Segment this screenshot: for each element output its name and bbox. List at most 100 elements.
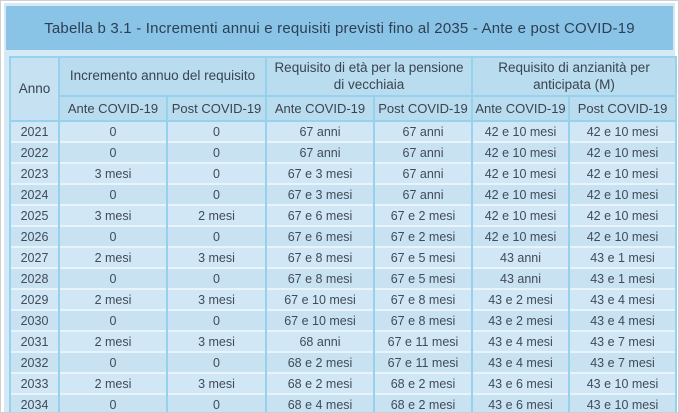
value-cell: 42 e 10 mesi xyxy=(471,204,571,226)
value-cell: 3 mesi xyxy=(58,204,168,226)
value-cell: 43 e 10 mesi xyxy=(568,372,678,394)
value-cell: 43 e 4 mesi xyxy=(471,351,571,373)
value-cell: 43 e 6 mesi xyxy=(471,393,571,412)
subheader-post-covid-3: Post COVID-19 xyxy=(568,96,678,122)
table-row: 2028 0 0 67 e 8 mesi 67 e 5 mesi 43 anni 43 e … xyxy=(9,267,678,289)
value-cell: 67 e 10 mesi xyxy=(265,309,375,331)
value-cell: 67 e 3 mesi xyxy=(265,162,375,184)
value-cell: 67 e 8 mesi xyxy=(372,288,474,310)
value-cell: 42 e 10 mesi xyxy=(471,141,571,163)
year-cell: 2021 xyxy=(9,120,60,142)
value-cell: 0 xyxy=(166,393,267,412)
value-cell: 43 e 7 mesi xyxy=(568,351,678,373)
year-cell: 2032 xyxy=(9,351,60,373)
year-cell: 2025 xyxy=(9,204,60,226)
value-cell: 67 e 10 mesi xyxy=(265,288,375,310)
year-cell: 2028 xyxy=(9,267,60,289)
year-cell: 2034 xyxy=(9,393,60,412)
value-cell: 3 mesi xyxy=(166,246,267,268)
value-cell: 0 xyxy=(58,225,168,247)
subheader-post-covid-1: Post COVID-19 xyxy=(166,96,267,122)
value-cell: 67 anni xyxy=(372,183,474,205)
value-cell: 0 xyxy=(166,267,267,289)
value-cell: 67 e 2 mesi xyxy=(372,204,474,226)
value-cell: 0 xyxy=(58,393,168,412)
value-cell: 67 e 8 mesi xyxy=(265,267,375,289)
sub-header-row: Ante COVID-19 Post COVID-19 Ante COVID-1… xyxy=(10,96,678,122)
value-cell: 67 e 5 mesi xyxy=(372,246,474,268)
subheader-ante-covid-3: Ante COVID-19 xyxy=(471,96,571,122)
value-cell: 3 mesi xyxy=(166,288,267,310)
value-cell: 43 e 4 mesi xyxy=(568,288,678,310)
value-cell: 2 mesi xyxy=(58,330,168,352)
year-cell: 2026 xyxy=(9,225,60,247)
value-cell: 67 e 5 mesi xyxy=(372,267,474,289)
value-cell: 3 mesi xyxy=(58,162,168,184)
value-cell: 67 anni xyxy=(372,120,474,142)
value-cell: 43 e 7 mesi xyxy=(568,330,678,352)
value-cell: 67 anni xyxy=(265,141,375,163)
value-cell: 42 e 10 mesi xyxy=(471,120,571,142)
value-cell: 67 anni xyxy=(372,141,474,163)
value-cell: 43 e 1 mesi xyxy=(568,267,678,289)
value-cell: 43 e 10 mesi xyxy=(568,393,678,412)
value-cell: 42 e 10 mesi xyxy=(471,225,571,247)
table-panel: Tabella b 3.1 - Incrementi annui e requi… xyxy=(4,3,678,412)
value-cell: 67 e 3 mesi xyxy=(265,183,375,205)
value-cell: 42 e 10 mesi xyxy=(568,204,678,226)
value-cell: 42 e 10 mesi xyxy=(568,183,678,205)
table-row: 2030 0 0 67 e 10 mesi 67 e 8 mesi 43 e 2 mesi… xyxy=(9,309,678,331)
value-cell: 67 e 8 mesi xyxy=(372,309,474,331)
table-row: 2029 2 mesi 3 mesi 67 e 10 mesi 67 e 8 mesi 4… xyxy=(9,288,678,310)
table-body: 2021 0 0 67 anni 67 anni 42 e 10 mesi 42 e 10 … xyxy=(9,120,678,412)
value-cell: 43 e 2 mesi xyxy=(471,288,571,310)
year-cell: 2031 xyxy=(9,330,60,352)
year-cell: 2033 xyxy=(9,372,60,394)
value-cell: 0 xyxy=(166,309,267,331)
value-cell: 42 e 10 mesi xyxy=(568,162,678,184)
table-row: 2024 0 0 67 e 3 mesi 67 anni 42 e 10 mesi 42 e… xyxy=(9,183,678,205)
group-header-incremento: Incremento annuo del requisito xyxy=(58,57,267,97)
value-cell: 67 anni xyxy=(372,162,474,184)
value-cell: 43 anni xyxy=(471,267,571,289)
table-row: 2033 2 mesi 3 mesi 68 e 2 mesi 68 e 2 mesi 43… xyxy=(9,372,678,394)
year-cell: 2024 xyxy=(9,183,60,205)
table-row: 2023 3 mesi 0 67 e 3 mesi 67 anni 42 e 10 mes… xyxy=(9,162,678,184)
value-cell: 42 e 10 mesi xyxy=(471,183,571,205)
value-cell: 67 e 11 mesi xyxy=(372,330,474,352)
value-cell: 67 e 11 mesi xyxy=(372,351,474,373)
subheader-post-covid-2: Post COVID-19 xyxy=(372,96,474,122)
group-header-eta-vecchiaia: Requisito di età per la pensione di vecc… xyxy=(264,57,474,97)
value-cell: 2 mesi xyxy=(58,246,168,268)
column-header-anno: Anno xyxy=(9,57,60,122)
value-cell: 43 e 4 mesi xyxy=(568,309,678,331)
value-cell: 3 mesi xyxy=(166,330,267,352)
value-cell: 0 xyxy=(166,183,267,205)
value-cell: 68 anni xyxy=(265,330,375,352)
value-cell: 2 mesi xyxy=(58,288,168,310)
value-cell: 68 e 2 mesi xyxy=(372,393,474,412)
value-cell: 0 xyxy=(166,120,267,142)
group-header-anzianita-anticipata: Requisito di anzianità per anticipata (M… xyxy=(471,57,678,97)
value-cell: 67 anni xyxy=(265,120,375,142)
value-cell: 67 e 2 mesi xyxy=(372,225,474,247)
value-cell: 0 xyxy=(58,183,168,205)
value-cell: 67 e 6 mesi xyxy=(265,204,375,226)
table-row: 2032 0 0 68 e 2 mesi 67 e 11 mesi 43 e 4 mesi… xyxy=(9,351,678,373)
year-cell: 2029 xyxy=(9,288,60,310)
value-cell: 68 e 2 mesi xyxy=(265,372,375,394)
value-cell: 2 mesi xyxy=(166,204,267,226)
value-cell: 0 xyxy=(58,141,168,163)
value-cell: 43 anni xyxy=(471,246,571,268)
value-cell: 42 e 10 mesi xyxy=(568,141,678,163)
value-cell: 0 xyxy=(58,351,168,373)
value-cell: 0 xyxy=(166,141,267,163)
value-cell: 67 e 8 mesi xyxy=(265,246,375,268)
subheader-ante-covid-1: Ante COVID-19 xyxy=(58,96,168,122)
value-cell: 43 e 2 mesi xyxy=(471,309,571,331)
value-cell: 2 mesi xyxy=(58,372,168,394)
value-cell: 42 e 10 mesi xyxy=(568,225,678,247)
value-cell: 43 e 6 mesi xyxy=(471,372,571,394)
year-cell: 2022 xyxy=(9,141,60,163)
